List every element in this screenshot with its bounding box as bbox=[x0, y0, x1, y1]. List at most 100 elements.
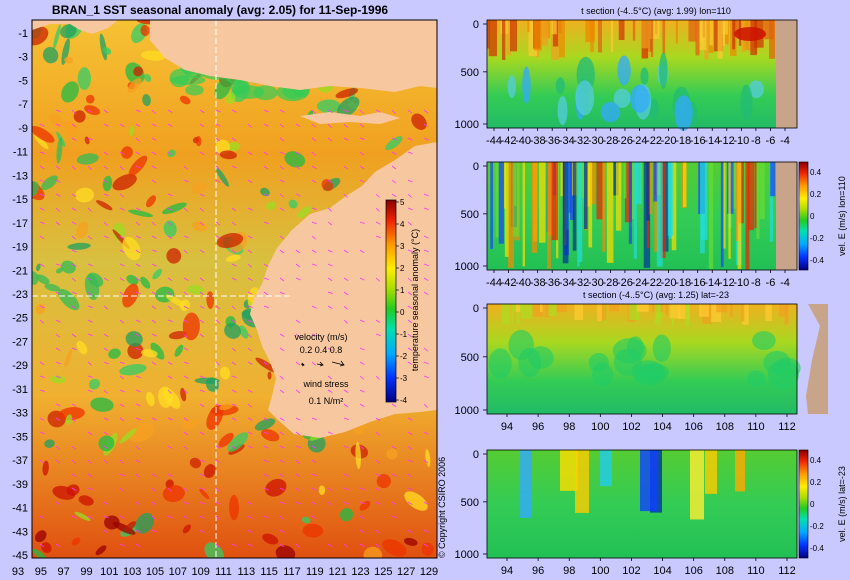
lon-tick-label: 113 bbox=[238, 566, 256, 578]
panel2-x-tick: -20 bbox=[661, 277, 677, 289]
panel1-title: t section (-4..5°C) (avg: 1.99) lon=110 bbox=[581, 6, 731, 16]
panel3-x-tick: 100 bbox=[591, 421, 609, 433]
map-frame bbox=[31, 19, 438, 559]
panel3-x-tick: 104 bbox=[653, 421, 671, 433]
panel2-y-axis: 0 500 1000 bbox=[455, 161, 487, 273]
velocity-colorbar-tick: -0.2 bbox=[810, 234, 824, 243]
panel4-y-axis: 0 500 1000 bbox=[455, 449, 487, 561]
lat-tick-label: -31 bbox=[12, 384, 28, 396]
panel4-colorbar: 0.4 0.2 0 -0.2 -0.4 vel. E (m/s) lat=-23 bbox=[798, 449, 847, 559]
panel4-x-tick: 108 bbox=[716, 565, 734, 577]
lat-tick-label: -15 bbox=[12, 194, 28, 206]
panel2-x-tick: -44 bbox=[486, 277, 502, 289]
temperature-colorbar-tick: -3 bbox=[400, 374, 408, 383]
panel3-x-axis: 94 96 98 100 102 104 106 108 110 112 bbox=[501, 414, 796, 433]
panel1-x-tick: -12 bbox=[719, 135, 735, 147]
temperature-colorbar-tick: 5 bbox=[400, 198, 405, 207]
panel3-y-tick: 1000 bbox=[455, 405, 479, 417]
panel2-colorbar: 0.4 0.2 0 -0.2 -0.4 vel. E (m/s) lon=110 bbox=[798, 161, 847, 271]
panel2-x-tick: -8 bbox=[751, 277, 761, 289]
sst-map bbox=[32, 20, 437, 558]
lat-tick-label: -5 bbox=[18, 75, 28, 87]
panel1-x-tick: -6 bbox=[766, 135, 776, 147]
lat-tick-label: -11 bbox=[13, 147, 28, 159]
panel3-x-tick: 108 bbox=[716, 421, 734, 433]
panel3-x-tick: 98 bbox=[563, 421, 575, 433]
panel2-x-tick: -34 bbox=[559, 277, 575, 289]
panel1-y-axis: 0 500 1000 bbox=[455, 19, 487, 131]
lat-tick-label: -1 bbox=[18, 28, 28, 40]
panel2-x-axis: -44-42-40-38-36-34-32-30-28-26-24-22-20-… bbox=[486, 270, 790, 289]
panel4-y-tick: 500 bbox=[461, 497, 479, 509]
lat-tick-label: -7 bbox=[18, 99, 28, 111]
panel3-x-tick: 106 bbox=[684, 421, 702, 433]
velocity-colorbar-tick: 0 bbox=[810, 500, 815, 509]
velocity-colorbar-tick: 0.4 bbox=[810, 168, 822, 177]
panel3-x-tick: 110 bbox=[747, 421, 765, 433]
velocity-colorbar-tick: 0.2 bbox=[810, 190, 822, 199]
panel3-land bbox=[806, 304, 828, 414]
panel1-x-tick: -26 bbox=[617, 135, 633, 147]
panel2-x-tick: -22 bbox=[646, 277, 662, 289]
panel2-x-tick: -36 bbox=[544, 277, 560, 289]
panel2-x-tick: -6 bbox=[766, 277, 776, 289]
lat-tick-label: -41 bbox=[12, 503, 28, 515]
panel4-x-tick: 94 bbox=[501, 565, 513, 577]
velocity-legend-values: 0.2 0.4 0.8 bbox=[300, 345, 343, 355]
lat-tick-label: -3 bbox=[18, 52, 28, 64]
lon-tick-label: 103 bbox=[123, 566, 141, 578]
lat-tick-label: -35 bbox=[12, 431, 28, 443]
lat-tick-label: -45 bbox=[12, 550, 28, 562]
temperature-colorbar-label: temperature seasonal anomaly (°C) bbox=[410, 229, 420, 371]
lon-tick-label: 127 bbox=[397, 566, 415, 578]
panel2-x-tick: -12 bbox=[719, 277, 735, 289]
lon-tick-label: 117 bbox=[283, 566, 301, 578]
lat-tick-label: -13 bbox=[12, 170, 28, 182]
velocity-legend-title: velocity (m/s) bbox=[294, 332, 347, 342]
panel2-x-tick: -18 bbox=[675, 277, 691, 289]
panel1-x-tick: -28 bbox=[602, 135, 618, 147]
temperature-colorbar-tick: 1 bbox=[400, 286, 405, 295]
panel1-x-tick: -10 bbox=[733, 135, 749, 147]
panel1-x-tick: -24 bbox=[632, 135, 648, 147]
panel4-x-tick: 110 bbox=[747, 565, 765, 577]
sumatra-land bbox=[32, 20, 118, 34]
panel3-x-tick: 112 bbox=[778, 421, 796, 433]
wind-stress-value: 0.1 N/m² bbox=[309, 396, 344, 406]
panel1-x-tick: -36 bbox=[544, 135, 560, 147]
panel1-y-tick: 500 bbox=[461, 67, 479, 79]
lat-tick-label: -9 bbox=[18, 123, 28, 135]
panel4-y-tick: 0 bbox=[473, 449, 479, 461]
temperature-colorbar: 5 4 3 2 1 0 -1 -2 -3 -4 temperature seasonal anom… bbox=[385, 198, 420, 405]
lon-tick-label: 107 bbox=[169, 566, 187, 578]
lon-tick-label: 115 bbox=[260, 566, 278, 578]
panel2-x-tick: -24 bbox=[632, 277, 648, 289]
lat-tick-label: -17 bbox=[12, 218, 28, 230]
panel4-x-tick: 112 bbox=[778, 565, 796, 577]
java-land bbox=[150, 20, 437, 92]
lat-tick-label: -39 bbox=[12, 479, 28, 491]
temperature-colorbar-tick: 0 bbox=[400, 308, 405, 317]
panel2-x-tick: -10 bbox=[733, 277, 749, 289]
lat-tick-label: -29 bbox=[12, 360, 28, 372]
lon-tick-label: 105 bbox=[146, 566, 164, 578]
panel4-x-tick: 98 bbox=[563, 565, 575, 577]
panel1-x-tick: -38 bbox=[530, 135, 546, 147]
panel1-x-tick: -8 bbox=[751, 135, 761, 147]
panel2-y-tick: 500 bbox=[461, 209, 479, 221]
panel1-x-axis: -44-42-40-38-36-34-32-30-28-26-24-22-20-… bbox=[486, 128, 790, 147]
panel1-x-tick: -14 bbox=[704, 135, 720, 147]
lon-tick-label: 119 bbox=[306, 566, 324, 578]
nusa-tenggara-land bbox=[300, 112, 400, 124]
velocity-colorbar-tick: -0.4 bbox=[810, 256, 824, 265]
panel4-plot bbox=[486, 449, 798, 559]
panel4-x-tick: 96 bbox=[532, 565, 544, 577]
lat-tick-label: -23 bbox=[12, 289, 28, 301]
velocity-colorbar-tick: 0 bbox=[810, 212, 815, 221]
lon-tick-label: 123 bbox=[351, 566, 369, 578]
velocity-colorbar-tick: 0.2 bbox=[810, 478, 822, 487]
lon-tick-label: 93 bbox=[12, 566, 24, 578]
panel4-x-tick: 100 bbox=[591, 565, 609, 577]
panel1-x-tick: -40 bbox=[515, 135, 531, 147]
